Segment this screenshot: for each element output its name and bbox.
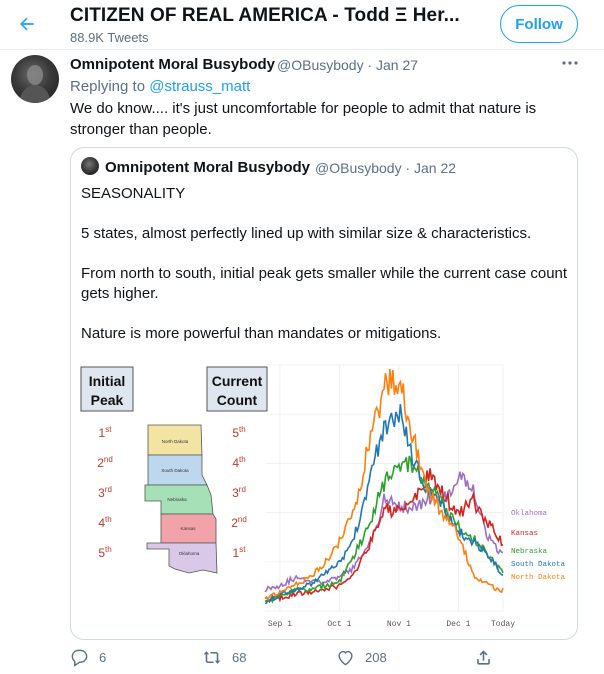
- more-options-icon[interactable]: [559, 55, 581, 71]
- x-tick-label: Oct 1: [327, 620, 351, 629]
- rank-label: 3rd: [232, 485, 246, 500]
- legend-label: South Dakota: [511, 561, 566, 569]
- series-line-south-dakota: [264, 404, 504, 605]
- quoted-author-name: Omnipotent Moral Busybody: [105, 159, 311, 176]
- retweet-count: 68: [232, 650, 247, 665]
- author-handle-date[interactable]: @OBusybody · Jan 27: [277, 57, 419, 73]
- attached-image[interactable]: Initial Peak Current Count 1st2nd3rd4th5…: [71, 363, 578, 640]
- x-tick-label: Sep 1: [268, 620, 292, 629]
- heart-icon: [338, 650, 353, 666]
- oklahoma-shape: [146, 542, 218, 574]
- state-label: North Dakota: [162, 439, 189, 444]
- state-label: Nebraska: [167, 497, 187, 502]
- legend-label: North Dakota: [511, 574, 566, 582]
- initial-peak-label-line2: Peak: [91, 392, 124, 408]
- legend-label: Kansas: [511, 530, 538, 538]
- state-label: Oklahoma: [179, 551, 200, 556]
- reply-button[interactable]: 6: [70, 648, 106, 667]
- rank-label: 4th: [232, 455, 245, 470]
- retweet-icon: [203, 651, 221, 664]
- initial-peak-label-line1: Initial: [89, 373, 126, 389]
- rank-label: 5th: [232, 425, 245, 440]
- like-button[interactable]: 208: [336, 648, 387, 667]
- quoted-paragraph: Nature is more powerful than mandates or…: [81, 325, 442, 342]
- rank-label: 1st: [233, 545, 247, 560]
- quoted-text: SEASONALITY 5 states, almost perfectly l…: [81, 184, 571, 364]
- tweet-text: We do know.... it's just uncomfortable f…: [70, 100, 537, 138]
- quoted-tweet[interactable]: Omnipotent Moral Busybody @OBusybody · J…: [70, 147, 578, 640]
- current-count-box: [206, 366, 268, 412]
- initial-peak-ranks: 1st 2nd 3rd 4th 5th: [97, 425, 113, 560]
- kansas-shape: [160, 513, 217, 544]
- follow-button[interactable]: Follow: [500, 5, 578, 43]
- quoted-paragraph: SEASONALITY: [81, 185, 186, 202]
- series-line-nebraska: [264, 455, 504, 604]
- avatar[interactable]: [11, 55, 59, 103]
- current-count-label-line2: Count: [217, 392, 258, 408]
- profile-title: CITIZEN OF REAL AMERICA - Todd Ξ Her...: [70, 5, 460, 26]
- x-tick-label: Nov 1: [387, 620, 411, 629]
- quoted-paragraph: From north to south, initial peak gets s…: [81, 265, 568, 302]
- current-count-label-line1: Current: [212, 373, 263, 389]
- rank-label: 3rd: [98, 485, 112, 500]
- states-map: North Dakota South Dakota Nebraska Kansa…: [144, 424, 218, 574]
- tweet-count: 88.9K Tweets: [70, 30, 149, 45]
- share-button[interactable]: [474, 648, 493, 667]
- profile-header: CITIZEN OF REAL AMERICA - Todd Ξ Her... …: [0, 0, 604, 50]
- legend-label: Nebraska: [511, 548, 548, 556]
- back-arrow-icon: [20, 17, 34, 31]
- x-tick-label: Dec 1: [446, 620, 470, 629]
- avatar-portrait-icon: [19, 65, 51, 103]
- rank-label: 2nd: [231, 515, 247, 530]
- share-icon: [477, 650, 490, 665]
- series-line-north-dakota: [264, 368, 504, 602]
- current-count-ranks: 5th 4th 3rd 2nd 1st: [231, 425, 247, 560]
- initial-peak-box: [80, 366, 134, 412]
- rank-label: 1st: [99, 425, 113, 440]
- state-label: Kansas: [180, 526, 196, 531]
- reply-icon: [71, 649, 88, 667]
- author-name[interactable]: Omnipotent Moral Busybody: [70, 56, 276, 73]
- rank-label: 2nd: [97, 455, 113, 470]
- like-count: 208: [365, 650, 387, 665]
- tweet-actions: 6 68 208: [0, 648, 604, 672]
- state-label: South Dakota: [161, 468, 189, 473]
- legend-label: Oklahoma: [511, 510, 548, 518]
- quoted-author-handle-date: @OBusybody · Jan 22: [315, 160, 457, 176]
- reply-mention-link[interactable]: @strauss_matt: [149, 78, 251, 95]
- rank-label: 5th: [98, 545, 111, 560]
- south-dakota-shape: [147, 454, 208, 486]
- covid-case-line-chart: Sep 1 Oct 1 Nov 1 Dec 1 Today Oklahoma Kansas N…: [264, 364, 566, 629]
- series-line-kansas: [264, 468, 504, 604]
- replying-to: Replying to @strauss_matt: [70, 78, 251, 95]
- x-tick-label: Today: [491, 620, 515, 629]
- retweet-button[interactable]: 68: [202, 648, 246, 667]
- rank-label: 4th: [98, 515, 111, 530]
- back-button[interactable]: [12, 9, 42, 39]
- reply-count: 6: [99, 650, 107, 665]
- quoted-avatar: [81, 157, 99, 175]
- quoted-paragraph: 5 states, almost perfectly lined up with…: [81, 225, 532, 242]
